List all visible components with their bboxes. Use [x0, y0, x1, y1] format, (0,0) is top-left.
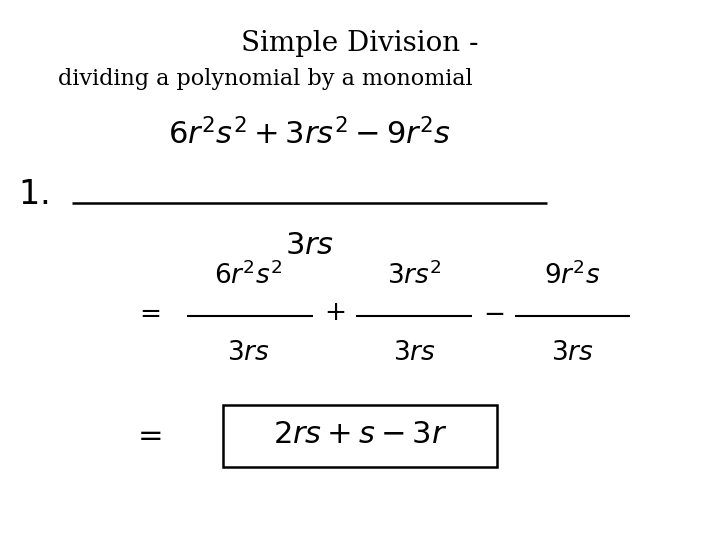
- FancyBboxPatch shape: [223, 405, 497, 467]
- Text: $3rs$: $3rs$: [227, 340, 270, 365]
- Text: Simple Division -: Simple Division -: [241, 30, 479, 57]
- Text: $+$: $+$: [324, 300, 346, 326]
- Text: $=$: $=$: [132, 420, 163, 449]
- Text: $\mathbf{\mathit{1.}}$: $\mathbf{\mathit{1.}}$: [18, 178, 48, 211]
- Text: $2rs + s - 3r$: $2rs + s - 3r$: [273, 419, 447, 450]
- Text: $9r^2s$: $9r^2s$: [544, 260, 600, 289]
- Text: $-$: $-$: [482, 300, 504, 326]
- Text: $6r^2s^2 + 3rs^2 - 9r^2s$: $6r^2s^2 + 3rs^2 - 9r^2s$: [168, 119, 451, 151]
- Text: $3rs$: $3rs$: [551, 340, 594, 365]
- Text: $6r^2s^2$: $6r^2s^2$: [215, 260, 282, 289]
- Text: $3rs$: $3rs$: [285, 230, 334, 260]
- Text: $3rs$: $3rs$: [392, 340, 436, 365]
- Text: $=$: $=$: [135, 300, 161, 326]
- Text: $3rs^2$: $3rs^2$: [387, 260, 441, 289]
- Text: dividing a polynomial by a monomial: dividing a polynomial by a monomial: [58, 68, 472, 90]
